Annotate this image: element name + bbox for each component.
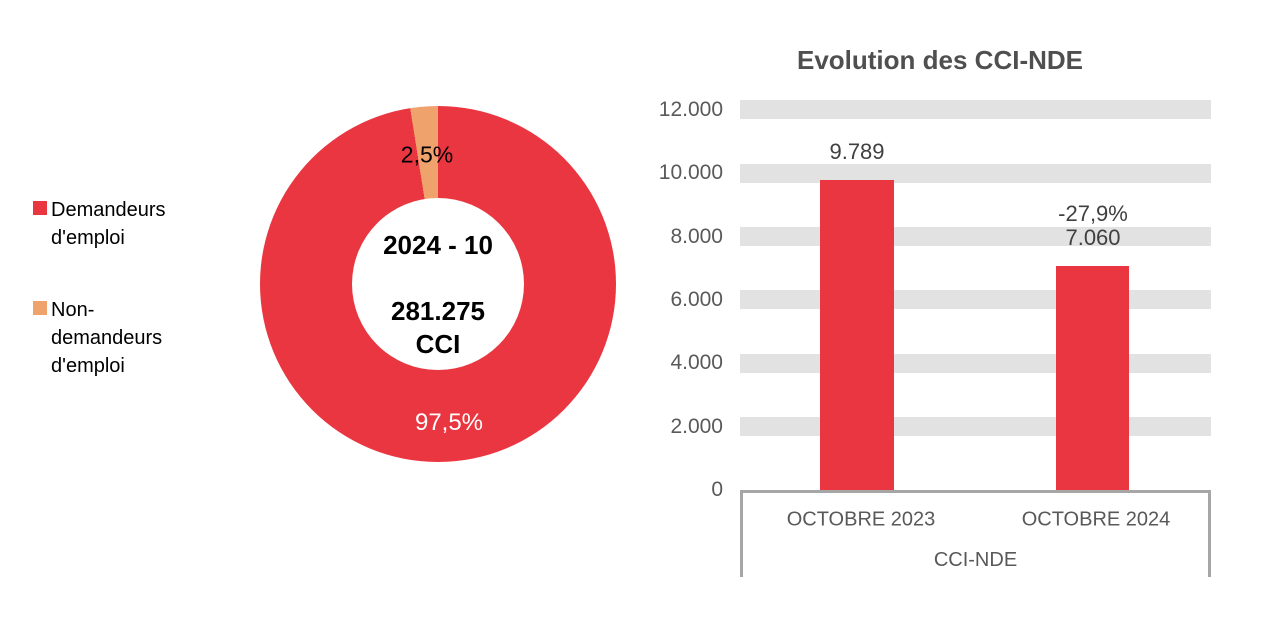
gridline-band: [740, 164, 1211, 183]
gridline-band: [740, 227, 1211, 246]
y-tick-label: 0: [711, 478, 723, 501]
category-label: OCTOBRE 2023: [786, 508, 936, 531]
legend-label: Demandeurs d'emploi: [51, 199, 166, 249]
legend-item-demandeurs: Demandeurs d'emploi: [33, 196, 177, 252]
donut-center-spacer: [338, 262, 538, 295]
gridline-band: [740, 290, 1211, 309]
bar-octobre-2024: [1056, 266, 1129, 490]
x-axis-box: OCTOBRE 2023 OCTOBRE 2024 CCI-NDE: [740, 490, 1211, 577]
y-tick-label: 10.000: [658, 161, 723, 184]
slice-label-red: 97,5%: [414, 409, 484, 436]
bar-value-label: 7.060: [1065, 225, 1121, 250]
bar-value-label: 9.789: [829, 139, 885, 164]
donut-hole: [352, 198, 524, 370]
bar-delta-label: -27,9%: [1058, 201, 1128, 226]
donut-center-period: 2024 - 10: [383, 230, 493, 260]
y-tick-label: 6.000: [670, 288, 723, 311]
legend-swatch-red: [33, 201, 47, 215]
category-label: OCTOBRE 2024: [1021, 508, 1171, 531]
gridline-band: [740, 100, 1211, 119]
y-tick-label: 2.000: [670, 415, 723, 438]
donut-center-unit: CCI: [415, 329, 461, 359]
gridline-band: [740, 354, 1211, 373]
x-axis-title: CCI-NDE: [933, 549, 1018, 571]
legend-label: Non-demandeurs d'emploi: [51, 299, 163, 377]
donut-center-value: 281.275: [391, 296, 485, 326]
bar-octobre-2023: [820, 180, 894, 490]
slice-label-orange: 2,5%: [400, 141, 454, 168]
y-tick-label: 8.000: [670, 225, 723, 248]
y-tick-label: 4.000: [670, 351, 723, 374]
y-tick-label: 12.000: [658, 98, 723, 121]
donut-center-text: 2024 - 10 281.275 CCI: [338, 229, 538, 361]
gridline-band: [740, 417, 1211, 436]
legend-item-non-demandeurs: Non-demandeurs d'emploi: [33, 296, 177, 380]
legend-swatch-orange: [33, 301, 47, 315]
bar-chart-title: Evolution des CCI-NDE: [796, 45, 1083, 75]
